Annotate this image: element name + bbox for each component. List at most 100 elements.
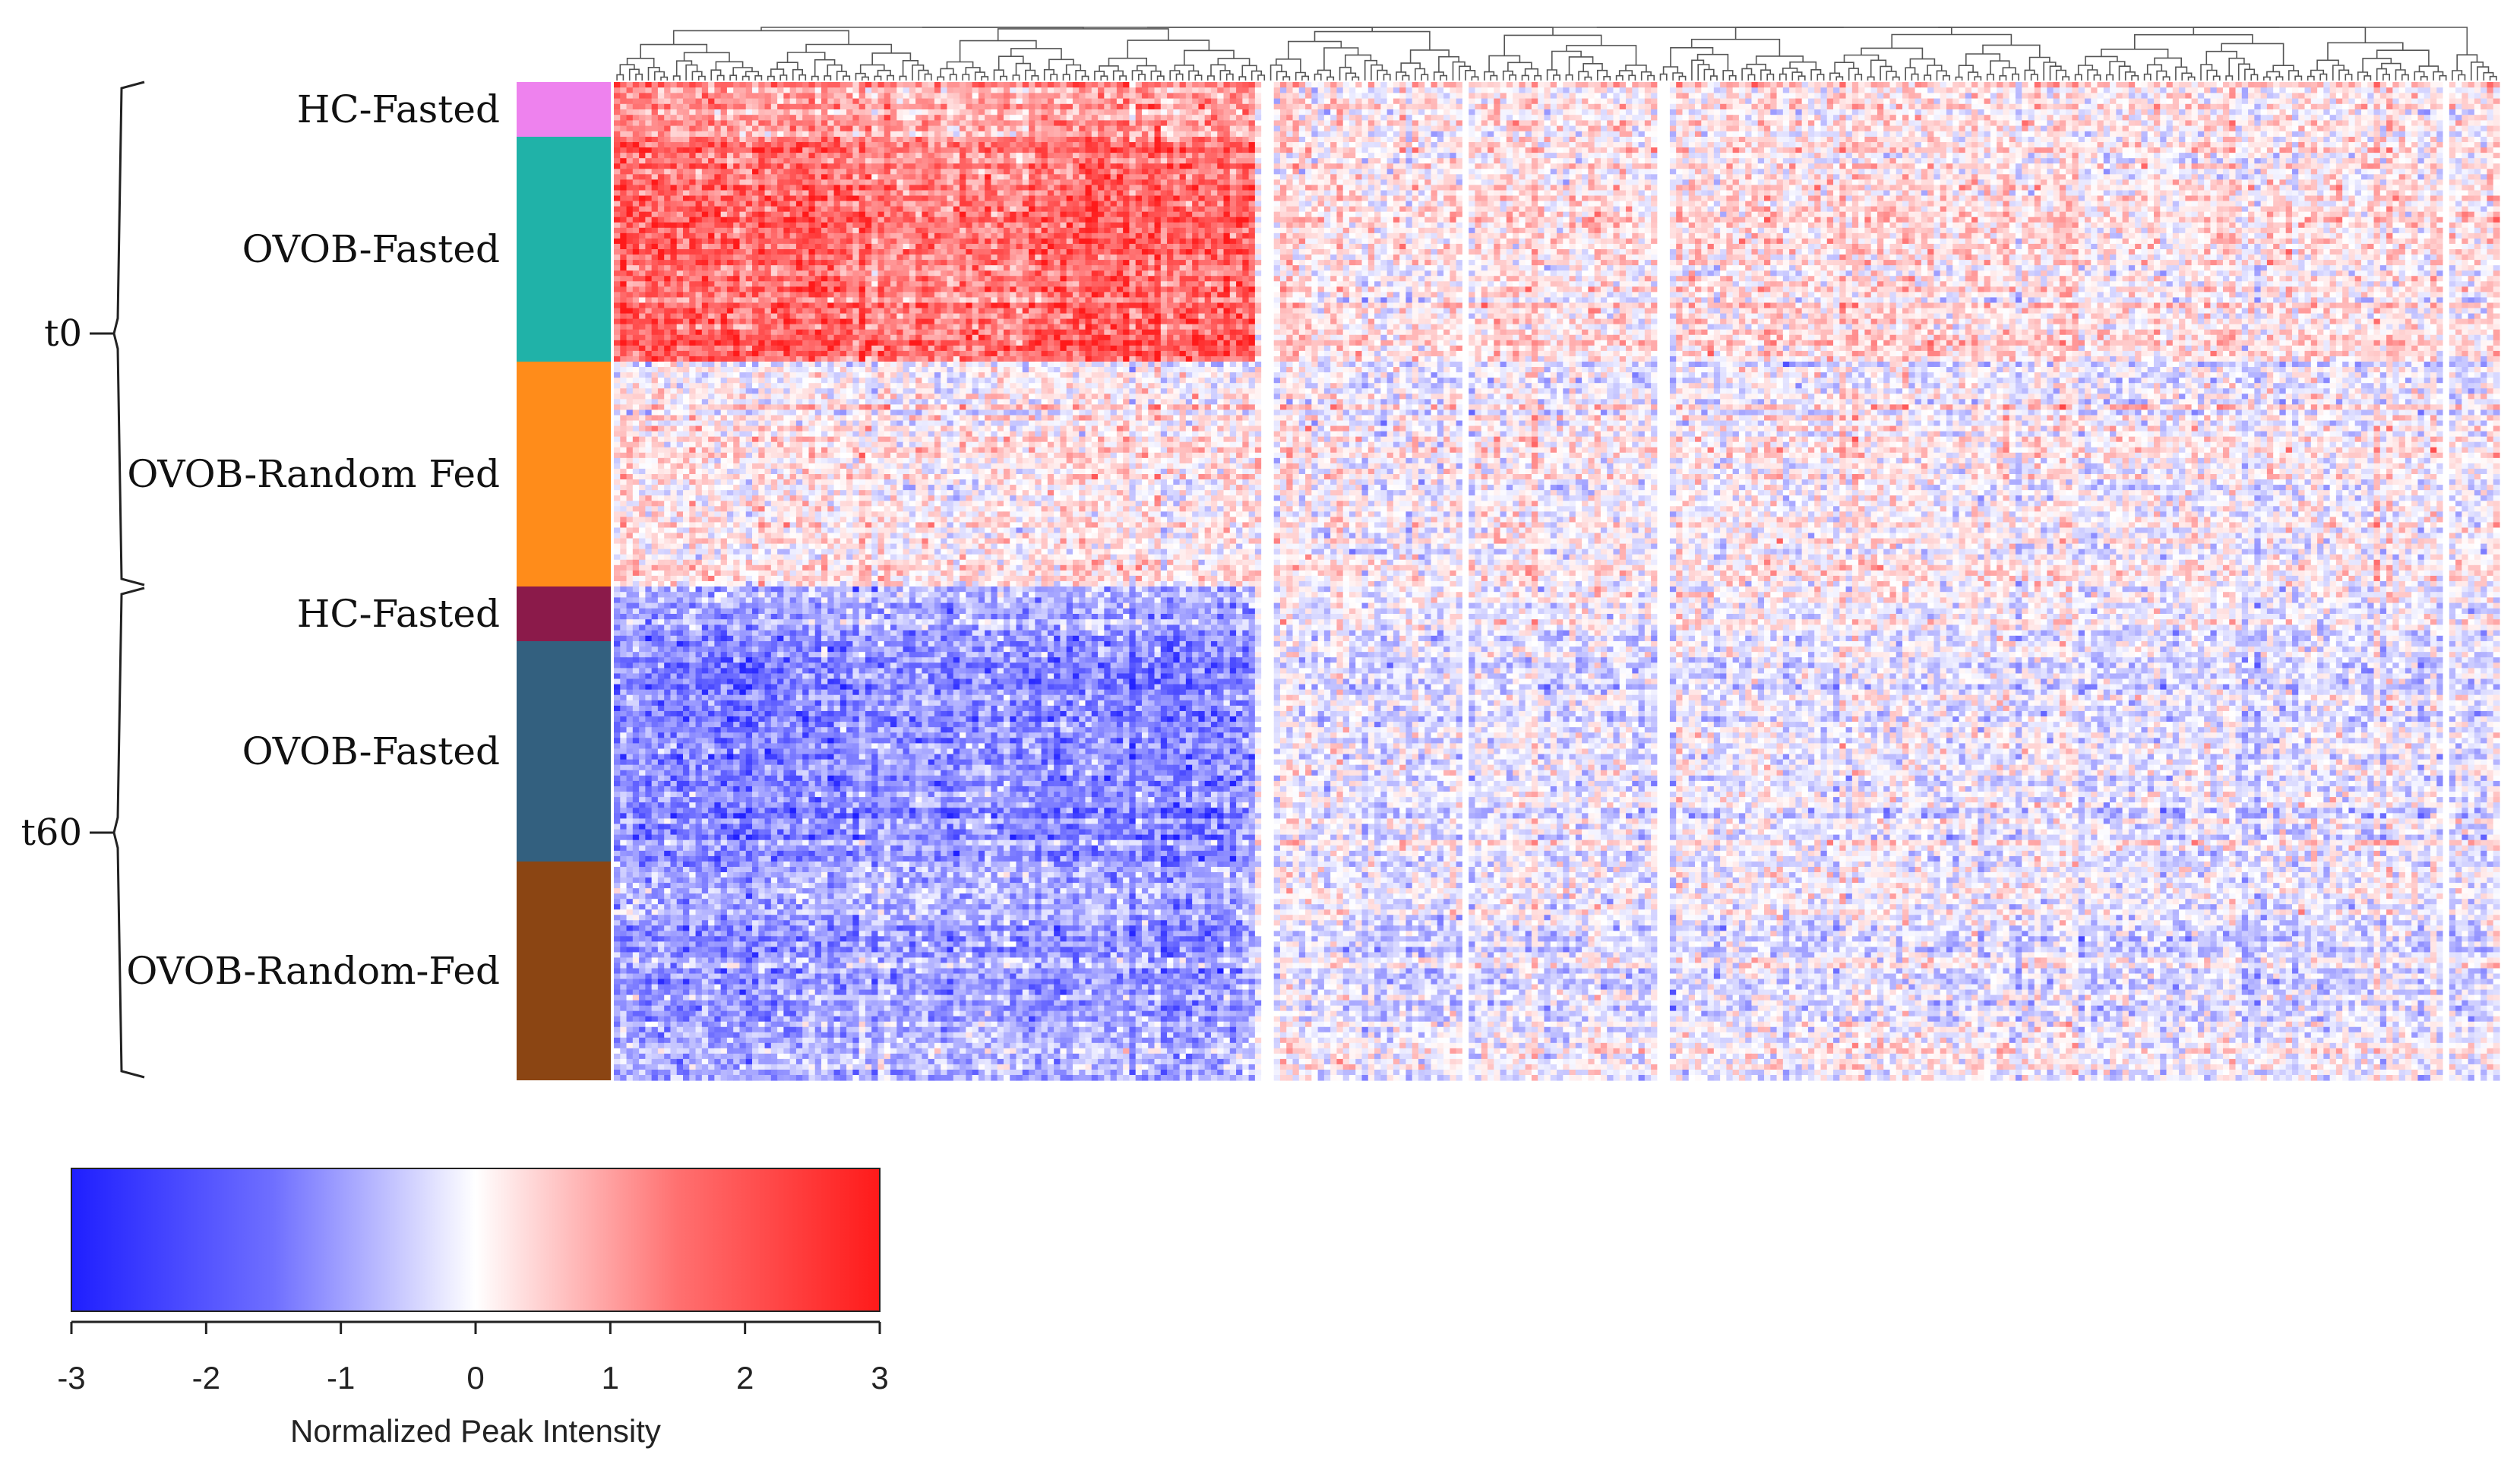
heatmap-cell <box>645 82 652 88</box>
heatmap-cell <box>1714 82 1721 88</box>
dendrogram-branch <box>1082 76 1088 81</box>
heatmap-cell <box>1380 82 1387 88</box>
heatmap-cell <box>1424 82 1431 88</box>
heatmap-cell <box>922 82 928 88</box>
dendrogram-branch <box>922 27 1372 32</box>
heatmap-cell <box>1883 82 1890 88</box>
heatmap-cell <box>1016 82 1023 88</box>
heatmap-cell <box>915 82 922 88</box>
dendrogram-branch <box>1956 77 1962 81</box>
heatmap-cell <box>652 82 659 88</box>
dendrogram-branch <box>1064 74 1070 81</box>
dendrogram-branch <box>2031 74 2038 81</box>
dendrogram-branch <box>937 77 944 81</box>
dendrogram-branch <box>617 74 623 81</box>
dendrogram-branch <box>1109 58 1147 66</box>
dendrogram-branch <box>1170 71 1179 81</box>
heatmap-cell <box>1576 82 1583 88</box>
dendrogram-branch <box>1679 77 1685 81</box>
heatmap-cell <box>689 82 696 88</box>
heatmap-cell <box>1148 82 1155 88</box>
heatmap-cell <box>1726 82 1733 88</box>
heatmap-cell <box>808 82 815 88</box>
dendrogram-branch <box>1067 65 1081 75</box>
heatmap-cell <box>1092 82 1099 88</box>
heatmap-cell <box>1858 82 1865 88</box>
dendrogram-branch <box>1629 75 1635 81</box>
heatmap-cell <box>1462 82 1469 88</box>
dendrogram-branch <box>1579 71 1588 81</box>
dendrogram-branch <box>1401 63 1420 72</box>
heatmap-cell <box>746 82 753 88</box>
dendrogram-branch <box>1836 77 1842 81</box>
dendrogram-branch <box>1943 76 1949 81</box>
dendrogram-branch <box>1648 76 1654 81</box>
heatmap-cell <box>1959 82 1965 88</box>
dendrogram-branch <box>1959 65 1974 77</box>
heatmap-cell <box>947 82 953 88</box>
dendrogram-branch <box>1730 76 1736 81</box>
heatmap-cell <box>1186 82 1193 88</box>
dendrogram-branch <box>788 52 825 62</box>
dendrogram-branch <box>1508 62 1532 71</box>
dendrogram-branch <box>2050 66 2061 81</box>
dendrogram-branch <box>1352 77 1358 81</box>
heatmap-cell <box>1613 82 1620 88</box>
heatmap-cell <box>1035 82 1042 88</box>
dendrogram-branch <box>2339 70 2348 81</box>
dendrogram-branch <box>998 29 1168 41</box>
heatmap-cell <box>1142 82 1149 88</box>
dendrogram-branch <box>2308 77 2314 81</box>
heatmap-cell <box>1286 82 1293 88</box>
heatmap-cell <box>783 82 790 88</box>
dendrogram-branch <box>1340 68 1351 81</box>
dendrogram-branch <box>674 76 680 81</box>
dendrogram-branch <box>1220 71 1229 81</box>
heatmap-cell <box>1921 82 1928 88</box>
heatmap-cell <box>1664 82 1671 88</box>
dendrogram-branch <box>1570 57 1593 75</box>
dendrogram-branch <box>1880 66 1892 81</box>
heatmap-cell <box>1418 82 1425 88</box>
heatmap-cell <box>1161 82 1168 88</box>
dendrogram-branch <box>2328 43 2403 60</box>
dendrogram-branch <box>2458 75 2465 81</box>
heatmap-cell <box>1896 82 1903 88</box>
heatmap-cell <box>928 82 935 88</box>
dendrogram-branch <box>1051 74 1057 81</box>
heatmap-cell <box>1839 82 1846 88</box>
dendrogram-branch <box>2229 58 2244 76</box>
dendrogram-branch <box>2214 76 2220 81</box>
dendrogram-branch <box>1892 35 2011 49</box>
dendrogram-branch <box>1402 76 1409 81</box>
heatmap-cell <box>1004 82 1010 88</box>
heatmap-cell <box>1180 82 1187 88</box>
heatmap-cell <box>1349 82 1356 88</box>
dendrogram-branch <box>2155 58 2181 67</box>
dendrogram-branch <box>1698 55 1728 71</box>
dendrogram-branch <box>2176 67 2187 81</box>
heatmap-cell <box>1814 82 1821 88</box>
dendrogram-branch <box>982 77 988 81</box>
heatmap-cell <box>985 82 991 88</box>
heatmap-cell <box>1217 82 1224 88</box>
dendrogram-branch <box>2201 65 2212 81</box>
heatmap-cell <box>1167 82 1174 88</box>
dendrogram-branch <box>1384 74 1390 81</box>
heatmap-cell <box>1010 82 1017 88</box>
heatmap-cell <box>1029 82 1036 88</box>
dendrogram-branch <box>806 45 891 53</box>
heatmap-cell <box>702 82 709 88</box>
heatmap-cell <box>1437 82 1444 88</box>
heatmap-cell <box>1933 82 1940 88</box>
dendrogram-branch <box>2057 71 2066 81</box>
heatmap-cell <box>1293 82 1300 88</box>
dendrogram-branch <box>1503 71 1513 81</box>
dendrogram-branch <box>1013 75 1019 81</box>
dendrogram-branch <box>630 69 639 81</box>
heatmap-body <box>614 82 2500 1081</box>
dendrogram-branch <box>887 76 893 81</box>
dendrogram-branch <box>2030 58 2050 71</box>
heatmap-cell <box>1280 82 1287 88</box>
heatmap-cell <box>677 82 684 88</box>
